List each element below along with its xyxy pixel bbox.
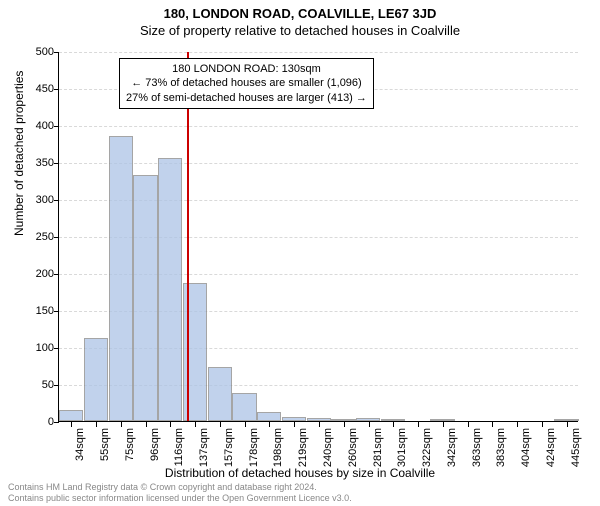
ytick-label: 400	[14, 120, 54, 132]
xtick-label: 342sqm	[446, 428, 458, 467]
xtick-mark	[71, 422, 72, 427]
histogram-bar	[282, 417, 306, 421]
histogram-bar	[257, 412, 281, 421]
xtick-label: 445sqm	[570, 428, 582, 467]
xtick-mark	[121, 422, 122, 427]
ytick-label: 100	[14, 342, 54, 354]
xtick-label: 404sqm	[520, 428, 532, 467]
xtick-label: 34sqm	[74, 428, 86, 461]
page-subtitle: Size of property relative to detached ho…	[0, 23, 600, 38]
plot-area: 180 LONDON ROAD: 130sqm← 73% of detached…	[58, 52, 578, 422]
xtick-mark	[517, 422, 518, 427]
xtick-label: 424sqm	[545, 428, 557, 467]
histogram-bar	[133, 175, 157, 421]
xtick-label: 75sqm	[124, 428, 136, 461]
ytick-label: 300	[14, 194, 54, 206]
xtick-label: 219sqm	[297, 428, 309, 467]
xtick-label: 178sqm	[248, 428, 260, 467]
xtick-label: 116sqm	[173, 428, 185, 466]
histogram-bar	[59, 410, 83, 421]
xtick-label: 281sqm	[372, 428, 384, 467]
annotation-line: ← 73% of detached houses are smaller (1,…	[126, 76, 367, 90]
xtick-label: 137sqm	[198, 428, 210, 467]
ytick-mark	[54, 311, 59, 312]
ytick-label: 150	[14, 305, 54, 317]
page-title: 180, LONDON ROAD, COALVILLE, LE67 3JD	[0, 6, 600, 21]
xtick-label: 322sqm	[421, 428, 433, 467]
xtick-mark	[393, 422, 394, 427]
xtick-mark	[418, 422, 419, 427]
ytick-label: 450	[14, 83, 54, 95]
histogram-chart: 180 LONDON ROAD: 130sqm← 73% of detached…	[58, 52, 578, 422]
ytick-mark	[54, 348, 59, 349]
xtick-label: 363sqm	[471, 428, 483, 467]
histogram-bar	[430, 419, 454, 421]
gridline	[59, 52, 578, 53]
histogram-bar	[109, 136, 133, 421]
annotation-box: 180 LONDON ROAD: 130sqm← 73% of detached…	[119, 58, 374, 109]
ytick-label: 0	[14, 416, 54, 428]
xtick-label: 198sqm	[272, 428, 284, 467]
ytick-mark	[54, 89, 59, 90]
xtick-label: 240sqm	[322, 428, 334, 467]
ytick-mark	[54, 274, 59, 275]
histogram-bar	[158, 158, 182, 421]
ytick-mark	[54, 163, 59, 164]
gridline	[59, 126, 578, 127]
y-axis-label: Number of detached properties	[12, 71, 26, 236]
xtick-mark	[146, 422, 147, 427]
xtick-mark	[220, 422, 221, 427]
histogram-bar	[84, 338, 108, 421]
footer-line: Contains public sector information licen…	[8, 493, 352, 504]
xtick-label: 96sqm	[149, 428, 161, 461]
histogram-bar	[356, 418, 380, 421]
xtick-mark	[319, 422, 320, 427]
xtick-mark	[492, 422, 493, 427]
ytick-mark	[54, 385, 59, 386]
xtick-label: 55sqm	[99, 428, 111, 461]
ytick-label: 200	[14, 268, 54, 280]
ytick-label: 500	[14, 46, 54, 58]
xtick-mark	[195, 422, 196, 427]
histogram-bar	[554, 419, 578, 421]
ytick-label: 50	[14, 379, 54, 391]
xtick-label: 260sqm	[347, 428, 359, 467]
ytick-label: 250	[14, 231, 54, 243]
histogram-bar	[331, 419, 355, 421]
x-axis-label: Distribution of detached houses by size …	[0, 466, 600, 480]
annotation-line: 180 LONDON ROAD: 130sqm	[126, 62, 367, 76]
xtick-mark	[369, 422, 370, 427]
xtick-mark	[294, 422, 295, 427]
xtick-mark	[567, 422, 568, 427]
annotation-line: 27% of semi-detached houses are larger (…	[126, 91, 367, 105]
histogram-bar	[232, 393, 256, 421]
ytick-label: 350	[14, 157, 54, 169]
xtick-label: 383sqm	[495, 428, 507, 467]
histogram-bar	[208, 367, 232, 421]
histogram-bar	[307, 418, 331, 421]
xtick-mark	[96, 422, 97, 427]
ytick-mark	[54, 237, 59, 238]
ytick-mark	[54, 126, 59, 127]
ytick-mark	[54, 200, 59, 201]
xtick-mark	[344, 422, 345, 427]
xtick-mark	[245, 422, 246, 427]
xtick-mark	[443, 422, 444, 427]
ytick-mark	[54, 52, 59, 53]
xtick-mark	[170, 422, 171, 427]
ytick-mark	[54, 422, 59, 423]
xtick-mark	[269, 422, 270, 427]
xtick-mark	[542, 422, 543, 427]
xtick-label: 157sqm	[223, 428, 235, 467]
xtick-mark	[468, 422, 469, 427]
gridline	[59, 163, 578, 164]
footer-attribution: Contains HM Land Registry data © Crown c…	[8, 482, 352, 504]
footer-line: Contains HM Land Registry data © Crown c…	[8, 482, 352, 493]
histogram-bar	[381, 419, 405, 421]
xtick-label: 301sqm	[396, 428, 408, 467]
